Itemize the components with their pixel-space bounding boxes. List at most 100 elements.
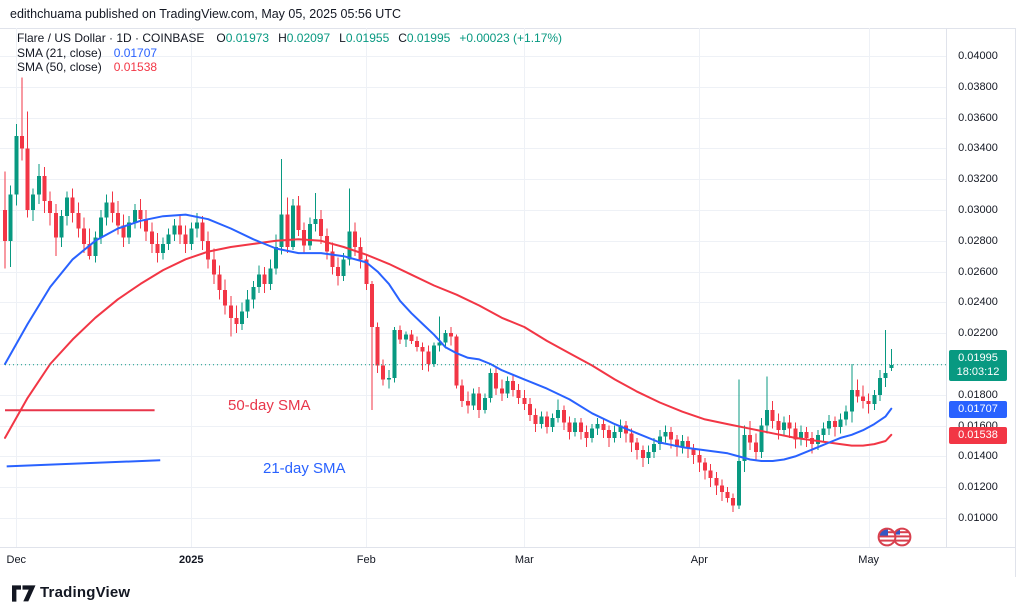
sma21-legend-value: 0.01707 — [113, 45, 158, 60]
candle — [87, 228, 92, 260]
candle — [437, 316, 442, 352]
candle — [601, 419, 606, 438]
candle — [482, 393, 487, 414]
candle — [697, 450, 702, 472]
candle — [787, 414, 792, 438]
candle — [70, 188, 75, 223]
tradingview-logo-icon[interactable] — [12, 585, 36, 602]
price-axis-separator — [946, 28, 947, 547]
candle — [714, 471, 719, 495]
y-axis-label: 0.03800 — [958, 80, 998, 93]
candle — [618, 419, 623, 438]
candle — [539, 411, 544, 429]
candle — [522, 390, 527, 411]
last-price-badge: 0.01995 18:03:12 — [949, 349, 1007, 381]
candles — [3, 77, 894, 512]
candle — [494, 367, 499, 395]
candle — [736, 379, 741, 509]
candle — [544, 411, 549, 434]
candle — [369, 280, 374, 411]
candle — [132, 203, 137, 229]
candle — [849, 364, 854, 423]
candle — [765, 376, 770, 434]
y-axis-label: 0.01200 — [958, 481, 998, 494]
open-value: O0.01973 — [216, 31, 270, 45]
y-axis-label: 0.02400 — [958, 296, 998, 309]
y-axis-label: 0.03600 — [958, 111, 998, 124]
y-axis-label: 0.03200 — [958, 173, 998, 186]
time-axis-separator — [0, 547, 1015, 548]
annotation-50-day-sma[interactable]: 50-day SMA — [228, 397, 311, 414]
candle — [663, 425, 668, 443]
candle — [725, 487, 730, 503]
candle — [477, 387, 482, 418]
legend-sma21-row[interactable]: SMA (21, close) 0.01707 — [17, 46, 562, 61]
candle — [36, 163, 41, 204]
candle — [855, 379, 860, 403]
candle — [364, 254, 369, 291]
y-axis-label: 0.02600 — [958, 265, 998, 278]
tradingview-brand[interactable]: TradingView — [40, 584, 131, 601]
candle — [144, 210, 149, 241]
candle — [14, 123, 19, 206]
candle — [465, 391, 470, 414]
candle — [629, 428, 634, 452]
candle — [804, 427, 809, 448]
candle — [110, 191, 115, 223]
candle — [3, 171, 7, 269]
candle — [471, 388, 476, 411]
candle — [691, 444, 696, 465]
candle — [702, 457, 707, 480]
candle — [82, 217, 87, 254]
candle — [748, 420, 753, 451]
candle — [93, 231, 98, 263]
candle — [161, 237, 166, 260]
candle — [200, 216, 205, 251]
candle — [279, 159, 284, 255]
candle — [8, 185, 13, 267]
candle — [426, 345, 431, 372]
candle — [623, 420, 628, 443]
candle — [573, 417, 578, 437]
candle — [590, 424, 595, 443]
candle — [832, 416, 837, 437]
candle — [607, 425, 612, 448]
candle — [217, 265, 222, 300]
candle — [127, 216, 132, 244]
candle — [307, 217, 312, 251]
candle — [753, 433, 758, 462]
candle — [448, 327, 453, 346]
candle — [657, 430, 662, 451]
x-axis-label-dec: Dec — [6, 554, 27, 566]
candle — [821, 422, 826, 441]
symbol-title[interactable]: Flare / US Dollar · 1D · COINBASE — [17, 31, 205, 45]
close-value: C0.01995 — [398, 31, 451, 45]
sma21-pointer-line[interactable] — [6, 459, 161, 468]
candle — [76, 202, 81, 238]
legend-symbol-row[interactable]: Flare / US Dollar · 1D · COINBASE O0.0197… — [17, 31, 562, 46]
candle — [251, 280, 256, 309]
sma50-label: SMA (50, close) — [17, 60, 102, 74]
candle — [844, 405, 849, 426]
sma21-line — [4, 213, 893, 462]
candle — [240, 302, 245, 331]
candle — [386, 370, 391, 389]
low-value: L0.01955 — [339, 31, 390, 45]
candle — [742, 425, 747, 472]
annotation-21-day-sma[interactable]: 21-day SMA — [263, 460, 346, 477]
candle — [223, 279, 228, 315]
candle — [347, 188, 352, 266]
candle — [883, 330, 888, 388]
y-axis-label: 0.04000 — [958, 50, 998, 62]
x-axis-label-mar: Mar — [514, 554, 534, 566]
candle — [827, 414, 832, 435]
byline: edithchuama published on TradingView.com… — [10, 7, 401, 21]
candle — [454, 334, 459, 389]
candlestick-chart[interactable] — [0, 0, 1015, 547]
candle — [612, 425, 617, 443]
candle — [245, 290, 250, 318]
legend-sma50-row[interactable]: SMA (50, close) 0.01538 — [17, 60, 562, 75]
candle — [708, 464, 713, 488]
candle — [31, 188, 36, 221]
